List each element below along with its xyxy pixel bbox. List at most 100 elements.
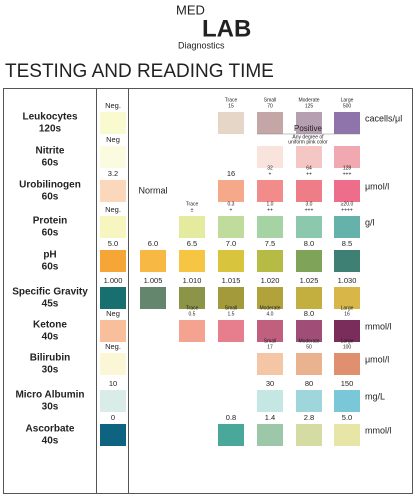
test-name: Ketone bbox=[33, 320, 67, 331]
test-name: pH bbox=[43, 250, 56, 261]
level-label: Large bbox=[341, 97, 354, 103]
level-label: ≥20.0 bbox=[341, 201, 354, 207]
level-label: Neg. bbox=[105, 205, 121, 214]
note: Positive bbox=[294, 124, 323, 133]
swatch bbox=[257, 320, 283, 342]
level-label: 6.5 bbox=[187, 239, 197, 248]
swatch bbox=[179, 287, 205, 309]
swatch bbox=[334, 180, 360, 202]
level-label: 8.5 bbox=[342, 239, 352, 248]
reading-time: 60s bbox=[42, 262, 59, 273]
swatch bbox=[257, 180, 283, 202]
level-label: 0 bbox=[111, 413, 115, 422]
level-label: 64 bbox=[306, 165, 312, 171]
level-label: ++++ bbox=[341, 207, 353, 213]
note: Any degree of bbox=[292, 134, 324, 140]
level-label: 2.8 bbox=[304, 413, 314, 422]
swatch bbox=[334, 353, 360, 375]
swatch bbox=[218, 250, 244, 272]
reading-time: 30s bbox=[42, 365, 59, 376]
unit: mmol/l bbox=[365, 425, 392, 435]
swatch bbox=[296, 390, 322, 412]
swatch bbox=[218, 320, 244, 342]
swatch bbox=[100, 287, 126, 309]
test-name: Ascorbate bbox=[26, 424, 75, 435]
swatch bbox=[218, 180, 244, 202]
swatch bbox=[334, 424, 360, 446]
swatch bbox=[179, 250, 205, 272]
swatch bbox=[334, 216, 360, 238]
level-label: 0.8 bbox=[226, 413, 236, 422]
swatch bbox=[218, 287, 244, 309]
swatch bbox=[257, 216, 283, 238]
level-label: 16 bbox=[344, 311, 350, 317]
level-label: 10 bbox=[109, 379, 117, 388]
swatch bbox=[257, 146, 283, 168]
level-label: 50 bbox=[306, 344, 312, 350]
level-label: 70 bbox=[267, 103, 273, 109]
swatch bbox=[296, 424, 322, 446]
level-label: ± bbox=[191, 207, 194, 213]
swatch bbox=[218, 424, 244, 446]
swatch bbox=[257, 250, 283, 272]
swatch bbox=[100, 250, 126, 272]
level-label: Moderate bbox=[298, 338, 319, 344]
reading-time: 60s bbox=[42, 192, 59, 203]
test-name: Micro Albumin bbox=[15, 390, 84, 401]
swatch bbox=[334, 390, 360, 412]
swatch bbox=[140, 250, 166, 272]
level-label: 0.3 bbox=[228, 201, 235, 207]
level-label: 5.0 bbox=[342, 413, 352, 422]
swatch bbox=[334, 250, 360, 272]
level-label: 1.0 bbox=[267, 201, 274, 207]
logo-sub: Diagnostics bbox=[178, 40, 225, 50]
level-label: 1.015 bbox=[222, 276, 241, 285]
logo-main: LAB bbox=[202, 15, 251, 42]
level-label: + bbox=[269, 171, 272, 177]
swatch bbox=[100, 390, 126, 412]
reading-time: 120s bbox=[39, 124, 62, 135]
level-label: Large bbox=[341, 305, 354, 311]
level-label: 3.0 bbox=[306, 201, 313, 207]
level-label: Moderate bbox=[259, 305, 280, 311]
reading-time: 60s bbox=[42, 158, 59, 169]
reading-time: 45s bbox=[42, 299, 59, 310]
level-label: 3.2 bbox=[108, 169, 118, 178]
unit: mg/L bbox=[365, 391, 385, 401]
level-label: 1.005 bbox=[144, 276, 163, 285]
level-label: + bbox=[230, 207, 233, 213]
test-name: Specific Gravity bbox=[12, 287, 88, 298]
swatch bbox=[100, 180, 126, 202]
level-label: +++ bbox=[343, 171, 352, 177]
level-label: 30 bbox=[266, 379, 274, 388]
level-label: Small bbox=[264, 97, 277, 103]
level-label: 80 bbox=[305, 379, 313, 388]
level-label: 8.0 bbox=[304, 309, 314, 318]
level-label: 15 bbox=[228, 103, 234, 109]
swatch bbox=[140, 287, 166, 309]
reading-time: 60s bbox=[42, 228, 59, 239]
level-label: 7.0 bbox=[226, 239, 236, 248]
swatch bbox=[296, 353, 322, 375]
level-label: 0.5 bbox=[189, 311, 196, 317]
level-label: Trace bbox=[186, 201, 199, 207]
level-label: Neg bbox=[106, 309, 120, 318]
level-label: Normal bbox=[138, 185, 167, 195]
swatch bbox=[334, 112, 360, 134]
level-label: 7.5 bbox=[265, 239, 275, 248]
level-label: 125 bbox=[305, 103, 314, 109]
level-label: Moderate bbox=[298, 97, 319, 103]
level-label: 128 bbox=[343, 165, 352, 171]
swatch bbox=[296, 250, 322, 272]
test-name: Protein bbox=[33, 216, 67, 227]
swatch bbox=[257, 287, 283, 309]
swatch bbox=[100, 353, 126, 375]
swatch bbox=[296, 287, 322, 309]
swatch bbox=[100, 320, 126, 342]
swatch bbox=[296, 112, 322, 134]
level-label: Large bbox=[341, 338, 354, 344]
test-name: Urobilinogen bbox=[19, 180, 81, 191]
level-label: 1.025 bbox=[300, 276, 319, 285]
level-label: ++ bbox=[267, 207, 273, 213]
